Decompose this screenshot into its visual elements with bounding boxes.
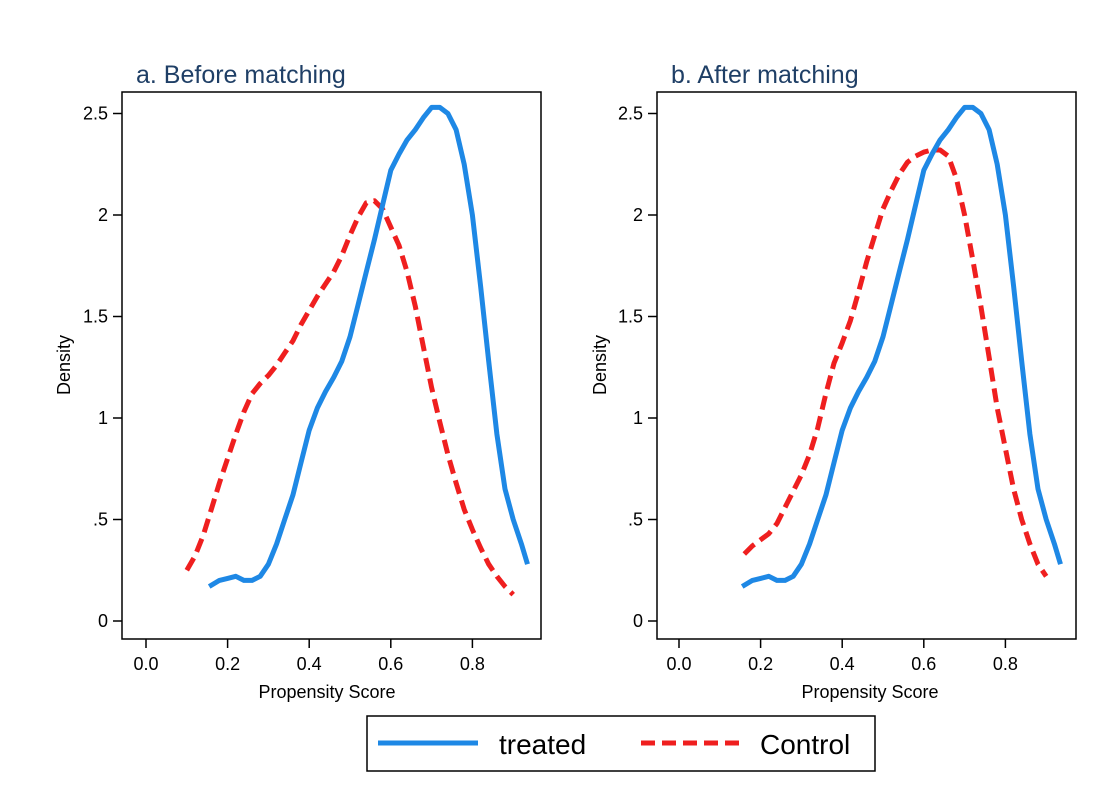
- x-tick-label: 0.4: [830, 654, 855, 674]
- panel-title: b. After matching: [671, 61, 859, 89]
- legend-label-control: Control: [760, 729, 850, 760]
- x-tick-label: 0.8: [993, 654, 1018, 674]
- y-tick-label: 1: [633, 408, 643, 428]
- x-tick-label: 0.4: [297, 654, 322, 674]
- x-axis-label: Propensity Score: [258, 682, 395, 702]
- y-tick-label: .5: [93, 510, 108, 530]
- y-tick-label: .5: [628, 510, 643, 530]
- panel-title: a. Before matching: [136, 61, 346, 89]
- x-tick-label: 0.8: [460, 654, 485, 674]
- y-tick-label: 1: [98, 408, 108, 428]
- x-tick-label: 0.0: [133, 654, 158, 674]
- series-layer: [184, 104, 530, 597]
- y-tick-label: 0: [633, 611, 643, 631]
- y-axis-label: Density: [590, 335, 610, 395]
- series-line-control: [742, 147, 1049, 578]
- legend: treated Control: [366, 715, 876, 772]
- legend-label-treated: treated: [499, 729, 586, 760]
- y-tick-label: 2: [633, 205, 643, 225]
- x-axis: 0.0 0.2 0.4 0.6 0.8: [133, 639, 485, 674]
- x-tick-label: 0.0: [666, 654, 691, 674]
- y-tick-label: 1.5: [618, 307, 643, 327]
- panel-after-matching: b. After matching 0.511.522.5 0.0 0.2 0.4 0…: [590, 61, 1077, 702]
- x-axis-label: Propensity Score: [801, 682, 938, 702]
- x-tick-label: 0.6: [378, 654, 403, 674]
- y-tick-label: 0: [98, 611, 108, 631]
- panel-before-matching: a. Before matching 0 .5 1 1.5 2 2.5 0.0 0.2 0.4…: [54, 61, 542, 702]
- y-tick-label: 2.5: [618, 104, 643, 124]
- y-axis-label: Density: [54, 335, 74, 395]
- y-axis: 0 .5 1 1.5 2 2.5: [618, 104, 657, 631]
- x-tick-label: 0.2: [748, 654, 773, 674]
- y-tick-label: 2.5: [83, 104, 108, 124]
- y-tick-label: 2: [98, 205, 108, 225]
- series-layer: [740, 104, 1063, 589]
- y-axis: 0 .5 1 1.5 2 2.5: [83, 104, 122, 631]
- x-axis: 0.0 0.2 0.4 0.6 0.8: [666, 639, 1018, 674]
- plot-frame: [656, 91, 1077, 640]
- x-tick-label: 0.6: [911, 654, 936, 674]
- y-tick-label: 1.5: [83, 307, 108, 327]
- plot-frame: [121, 91, 542, 640]
- x-tick-label: 0.2: [215, 654, 240, 674]
- series-line-treated: [740, 104, 1063, 589]
- series-line-control: [184, 198, 515, 597]
- series-line-treated: [207, 104, 530, 589]
